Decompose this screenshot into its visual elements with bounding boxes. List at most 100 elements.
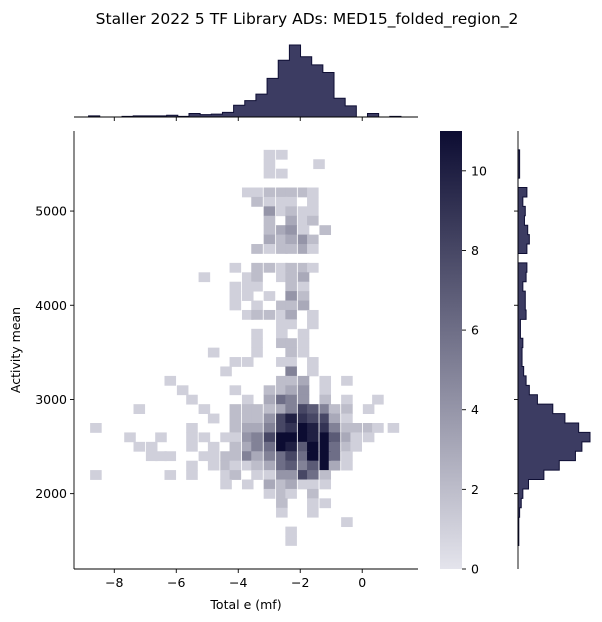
heatmap-cell: [276, 470, 288, 480]
heatmap-cell: [276, 507, 288, 518]
heatmap-cell: [285, 347, 297, 358]
heatmap-cell: [276, 272, 288, 283]
y-tick-label: 5000: [35, 204, 67, 219]
heatmap-cell: [251, 300, 263, 311]
heatmap-cell: [229, 423, 242, 433]
heatmap-cell: [229, 432, 242, 443]
heatmap-cell: [241, 404, 254, 414]
heatmap-cell: [319, 470, 332, 480]
heatmap-cell: [341, 451, 353, 462]
heatmap-cell: [164, 375, 177, 386]
heatmap-cell: [307, 234, 319, 245]
heatmap-cell: [263, 159, 276, 170]
heatmap-cell: [297, 460, 310, 471]
heatmap-cell: [319, 460, 332, 471]
heatmap-cell: [263, 441, 276, 452]
heatmap-cell: [297, 328, 310, 339]
heatmap-cell: [276, 262, 288, 273]
heatmap-cell: [276, 338, 288, 349]
colorbar-tick-label: 6: [471, 323, 479, 338]
heatmap-cell: [297, 244, 310, 254]
heatmap-cell: [328, 423, 341, 433]
y-axis-ticks: 2000 3000 4000 5000: [35, 204, 74, 501]
heatmap-cell: [285, 187, 297, 198]
heatmap-cell: [297, 423, 310, 433]
heatmap-cell: [133, 404, 146, 414]
heatmap-cell: [241, 460, 254, 471]
heatmap-cell: [285, 196, 297, 207]
heatmap-cell: [241, 441, 254, 452]
heatmap-cell: [186, 432, 198, 443]
heatmap-cell: [186, 460, 198, 471]
heatmap-cell: [207, 460, 220, 471]
right-marginal-step: [517, 149, 591, 546]
heatmap-cell: [220, 432, 232, 443]
colorbar: 0 2 4 6 8 10: [440, 131, 487, 577]
heatmap-cell: [241, 291, 254, 301]
heatmap-cell: [297, 291, 310, 301]
heatmap-cell: [307, 319, 319, 330]
heatmap-cell: [297, 385, 310, 396]
heatmap-cell: [276, 394, 288, 405]
heatmap-cell: [133, 441, 146, 452]
heatmap-cell: [341, 460, 353, 471]
heatmap-cell: [276, 234, 288, 245]
heatmap-cell: [145, 451, 158, 462]
heatmap-cell: [251, 338, 263, 349]
heatmap-cell: [285, 338, 297, 349]
heatmap-cell: [285, 272, 297, 283]
heatmap-cell: [285, 432, 297, 443]
heatmap-cell: [285, 470, 297, 480]
heatmap-cell: [207, 441, 220, 452]
heatmap-cell: [220, 460, 232, 471]
heatmap-cell: [198, 404, 211, 414]
heatmap-cell: [251, 432, 263, 443]
heatmap-cell: [341, 441, 353, 452]
heatmap-cell: [341, 404, 353, 414]
x-tick-label: −8: [105, 575, 123, 590]
heatmap-cell: [276, 206, 288, 217]
heatmap-cell: [251, 244, 263, 254]
heatmap-cell: [263, 432, 276, 443]
heatmap-cell: [263, 404, 276, 414]
heatmap-cell: [297, 451, 310, 462]
heatmap-cell: [307, 309, 319, 320]
heatmap-cell: [263, 196, 276, 207]
heatmap-cell: [307, 196, 319, 207]
colorbar-tick-label: 4: [471, 402, 479, 417]
heatmap-cell: [276, 168, 288, 179]
y-tick-label: 4000: [35, 298, 67, 313]
heatmap-cell: [319, 225, 332, 236]
heatmap-cell: [285, 225, 297, 236]
heatmap-cell: [251, 272, 263, 283]
heatmap-cell: [285, 291, 297, 301]
heatmap-cell: [276, 488, 288, 499]
heatmap-cell: [319, 432, 332, 443]
heatmap-cell: [186, 470, 198, 480]
heatmap-cell: [319, 385, 332, 396]
heatmap-cell: [241, 281, 254, 292]
heatmap-cell: [263, 423, 276, 433]
heatmap-cell: [297, 206, 310, 217]
heatmap-cell: [186, 394, 198, 405]
heatmap-cell: [297, 215, 310, 226]
heatmap-cell: [285, 366, 297, 377]
x-axis-ticks: −8 −6 −4 −2 0: [105, 569, 366, 590]
heatmap-cell: [276, 460, 288, 471]
heatmap-cell: [207, 413, 220, 424]
heatmap-cell: [387, 423, 400, 433]
heatmap-cell: [164, 470, 177, 480]
heatmap-cell: [276, 244, 288, 254]
heatmap-cell: [285, 404, 297, 414]
heatmap-cell: [297, 281, 310, 292]
x-tick-label: −6: [167, 575, 185, 590]
heatmap-cell: [276, 432, 288, 443]
heatmap-cell: [207, 347, 220, 358]
top-marginal-histogram: [74, 44, 418, 121]
heatmap-cell: [285, 536, 297, 546]
heatmap-cell: [229, 404, 242, 414]
heatmap-cell: [276, 441, 288, 452]
heatmap-cell: [241, 451, 254, 462]
